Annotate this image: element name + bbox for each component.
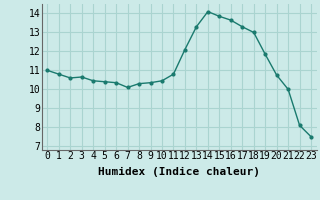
X-axis label: Humidex (Indice chaleur): Humidex (Indice chaleur) xyxy=(98,167,260,177)
